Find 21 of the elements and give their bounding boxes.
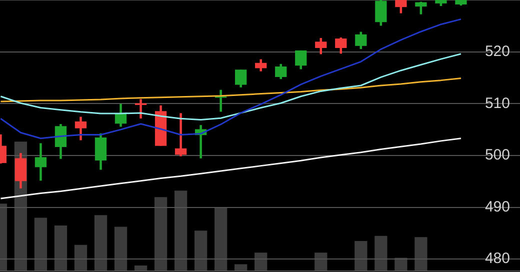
bar	[374, 236, 388, 271]
y-tick-label: 480	[484, 250, 510, 268]
bar	[174, 190, 188, 271]
bar	[214, 207, 228, 271]
y-tick-label: 510	[484, 94, 510, 112]
bar	[314, 252, 328, 271]
bar	[74, 244, 88, 271]
y-tick-label: 500	[484, 146, 510, 164]
bar	[114, 226, 128, 271]
bar	[34, 218, 48, 271]
bar	[234, 264, 248, 271]
bar	[134, 266, 148, 271]
bar	[254, 252, 268, 271]
bar	[94, 215, 108, 271]
bar	[414, 237, 428, 271]
y-tick-label: 520	[484, 42, 510, 60]
bar	[194, 230, 208, 271]
y-tick-label: 490	[484, 198, 510, 216]
bar	[354, 240, 368, 271]
bar	[154, 197, 168, 271]
bar	[54, 226, 68, 271]
